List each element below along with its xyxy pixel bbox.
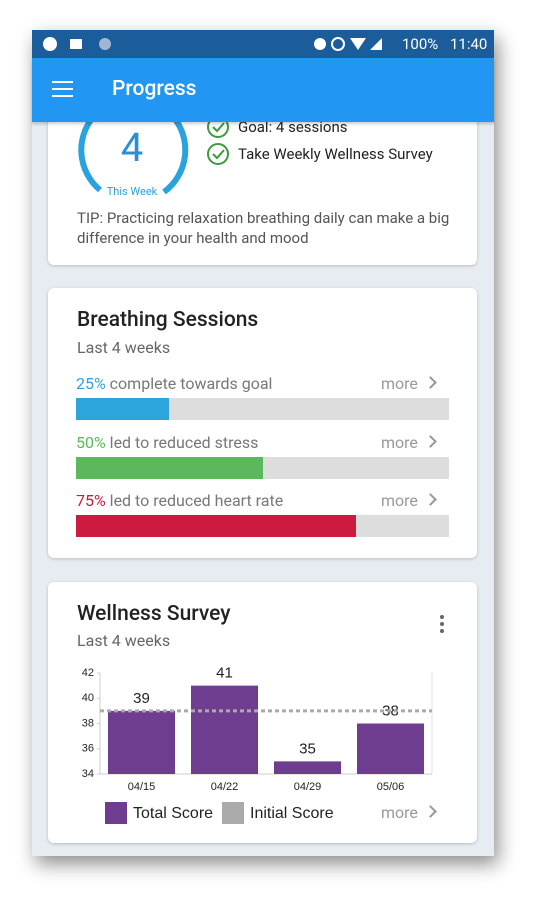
overflow-menu[interactable]: [438, 614, 446, 636]
more-text: more: [381, 491, 418, 510]
data-label: 39: [133, 690, 150, 707]
goal-row: 25% complete towards goal: [76, 374, 272, 393]
goal-text: led to reduced heart rate: [109, 491, 284, 510]
battery: 100%: [402, 35, 439, 53]
status-icons: [43, 37, 382, 51]
x-tick-label: 04/29: [294, 781, 322, 793]
legend-label: Total Score: [133, 805, 213, 822]
menu-button[interactable]: [52, 81, 73, 97]
data-label: 35: [299, 740, 316, 757]
bar: [274, 761, 341, 774]
card-subtitle: Last 4 weeks: [77, 338, 171, 357]
bar: [357, 723, 424, 774]
more-link[interactable]: more: [381, 803, 437, 822]
legend-label: Initial Score: [250, 805, 334, 822]
count-label: This Week: [106, 185, 158, 198]
progress-bar: [76, 398, 170, 420]
y-tick-label: 38: [82, 717, 94, 729]
card-subtitle: Last 4 weeks: [77, 631, 171, 650]
card-title: Breathing Sessions: [77, 308, 259, 332]
y-tick-label: 40: [82, 692, 94, 704]
more-link[interactable]: more: [381, 491, 437, 510]
more-link[interactable]: more: [381, 432, 437, 452]
checklist-item: Goal: 4 sessions: [238, 118, 348, 136]
bar: [108, 710, 175, 774]
tip: TIP: Practicing relaxation breathing dai…: [77, 209, 450, 247]
legend-swatch: [222, 802, 244, 824]
clock: 11:40: [450, 35, 488, 53]
progress-bar: [76, 515, 356, 537]
app-bar: Progress: [32, 58, 494, 122]
bar: [191, 685, 258, 774]
x-tick-label: 04/15: [128, 781, 156, 793]
more-text: more: [381, 432, 418, 452]
y-tick-label: 34: [82, 768, 94, 780]
goal-row: 50% led to reduced stress: [76, 433, 258, 452]
progress-track: [76, 515, 449, 537]
percent-label: 50%: [76, 432, 106, 452]
progress-track: [76, 398, 449, 420]
more-text: more: [381, 803, 418, 822]
progress-bar: [76, 456, 263, 479]
legend-swatch: [105, 802, 127, 824]
goal-row: 75% led to reduced heart rate: [76, 491, 283, 510]
goal-text: complete towards goal: [109, 374, 273, 393]
y-tick-label: 42: [82, 667, 94, 679]
session-count: 4: [120, 124, 144, 171]
breathing-card: Breathing Sessions Last 4 weeks 25% comp…: [48, 288, 477, 558]
card-title: Wellness Survey: [77, 602, 231, 626]
status-bar: 100% 11:40: [32, 30, 494, 58]
data-label: 41: [216, 665, 233, 682]
percent-label: 25%: [76, 374, 106, 393]
goal-text: led to reduced stress: [109, 432, 259, 452]
x-tick-label: 04/22: [211, 781, 239, 793]
y-tick-label: 36: [82, 743, 94, 755]
checklist-item: Take Weekly Wellness Survey: [238, 145, 433, 163]
progress-track: [76, 456, 449, 479]
more-link[interactable]: more: [381, 374, 437, 393]
percent-label: 75%: [76, 491, 106, 510]
x-tick-label: 05/06: [377, 781, 405, 793]
app-title: Progress: [112, 77, 197, 101]
more-text: more: [381, 374, 418, 393]
